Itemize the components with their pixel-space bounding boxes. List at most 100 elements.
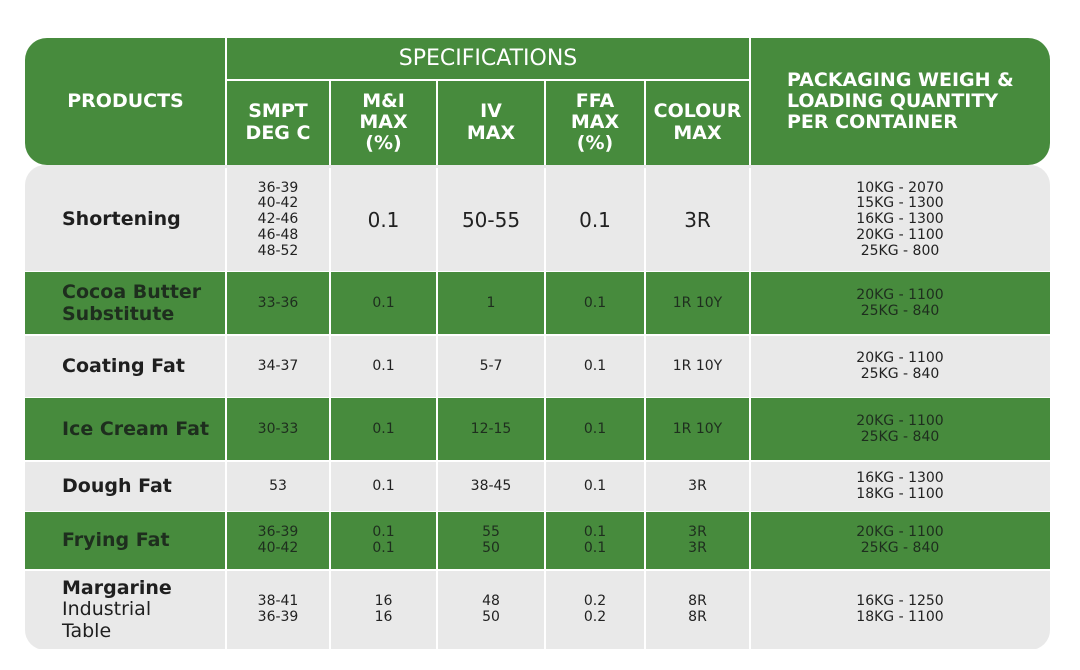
- cell-text: Frying Fat: [62, 529, 170, 552]
- column-line: [436, 272, 438, 335]
- cell-text: MAX: [359, 110, 408, 133]
- column-line: [749, 512, 751, 570]
- cell-text: 36-39: [257, 179, 299, 196]
- iv-cell: 55 50: [437, 512, 545, 570]
- ffa-cell: 0.2 0.2: [545, 570, 645, 650]
- mi-cell: 0.1: [330, 398, 437, 461]
- column-line: [436, 168, 438, 272]
- cell-text: 38-45: [470, 477, 512, 494]
- cell-text: 20KG - 1100: [856, 524, 944, 541]
- column-line: [225, 512, 227, 570]
- colour-cell: 8R 8R: [645, 570, 750, 650]
- cell-text: 25KG - 800: [860, 242, 940, 259]
- iv-cell: 50-55: [437, 168, 545, 272]
- smpt-cell: 38-41 36-39: [226, 570, 330, 650]
- column-line: [749, 461, 751, 512]
- cell-text: 0.1: [583, 524, 607, 541]
- cell-text: SPECIFICATIONS: [398, 45, 578, 71]
- header-line: [544, 80, 546, 165]
- product-cell: Coating Fat: [25, 335, 226, 398]
- column-line: [329, 461, 331, 512]
- products-header: PRODUCTS: [25, 38, 226, 165]
- cell-text: 16KG - 1250: [856, 593, 944, 610]
- cell-text: 0.1: [583, 294, 607, 311]
- cell-text: 48-52: [257, 242, 299, 259]
- column-line: [544, 570, 546, 650]
- mi-cell: 0.1 0.1: [330, 512, 437, 570]
- cell-text: COLOUR: [653, 100, 742, 123]
- column-line: [644, 272, 646, 335]
- cell-text: SMPT: [248, 100, 308, 123]
- cell-text: 0.1: [372, 357, 395, 374]
- column-line: [544, 168, 546, 272]
- product-cell: Frying Fat: [25, 512, 226, 570]
- colour-cell: 3R 3R: [645, 512, 750, 570]
- cell-text: 25KG - 840: [860, 540, 940, 556]
- cell-text: 40-42: [257, 540, 299, 556]
- cell-text: 16KG - 1300: [856, 469, 944, 486]
- cell-text: 16: [374, 609, 393, 625]
- column-line: [544, 512, 546, 570]
- packaging-cell: 20KG - 1100 25KG - 840: [750, 272, 1050, 335]
- cell-text: 3R: [688, 477, 707, 494]
- cell-text: IV: [480, 100, 502, 123]
- cell-text: LOADING QUANTITY: [787, 89, 999, 112]
- cell-text: 50: [482, 609, 500, 625]
- column-line: [749, 398, 751, 461]
- cell-text: 1R 10Y: [672, 357, 723, 374]
- cell-text: 0.1: [583, 477, 607, 494]
- row-bg: [25, 512, 1050, 570]
- cell-text: 0.1: [372, 420, 395, 437]
- cell-text: 55: [482, 524, 500, 541]
- packaging-cell: 10KG - 2070 15KG - 1300 16KG - 1300 20KG - …: [750, 168, 1050, 272]
- iv-cell: 5-7: [437, 335, 545, 398]
- header-line: [225, 38, 227, 165]
- column-line: [749, 168, 751, 272]
- cell-text: 8R: [688, 593, 707, 610]
- product-cell: Ice Cream Fat: [25, 398, 226, 461]
- header-line: [644, 80, 646, 165]
- mi-cell: 0.1: [330, 168, 437, 272]
- smpt-cell: 30-33: [226, 398, 330, 461]
- column-line: [329, 398, 331, 461]
- column-header: COLOUR MAX: [645, 80, 750, 165]
- cell-text: 3R: [688, 540, 707, 556]
- column-line: [225, 398, 227, 461]
- cell-text: Margarine: [62, 577, 172, 600]
- cell-text: 18KG - 1100: [856, 485, 944, 502]
- cell-text: 25KG - 840: [860, 365, 940, 382]
- cell-text: 50: [482, 540, 500, 556]
- cell-text: 20KG - 1100: [856, 286, 944, 303]
- cell-text: 38-41: [257, 593, 299, 610]
- cell-text: DEG C: [245, 121, 311, 144]
- cell-text: Cocoa Butter: [62, 281, 202, 304]
- column-line: [544, 398, 546, 461]
- packaging-cell: 16KG - 1300 18KG - 1100: [750, 461, 1050, 512]
- cell-text: Substitute: [62, 302, 175, 325]
- product-cell: Margarine Industrial Table: [25, 570, 226, 650]
- packaging-header: PACKAGING WEIGH & LOADING QUANTITY PER CON…: [750, 38, 1050, 165]
- cell-text: (%): [365, 132, 402, 155]
- cell-text: Shortening: [62, 208, 181, 231]
- cell-text: M&I: [362, 89, 405, 112]
- cell-text: Ice Cream Fat: [62, 417, 210, 440]
- column-header: FFA MAX (%): [545, 80, 645, 165]
- cell-text: PACKAGING WEIGH &: [787, 68, 1014, 91]
- cell-text: Industrial: [62, 598, 152, 621]
- row-bg: [25, 272, 1050, 335]
- ffa-cell: 0.1: [545, 335, 645, 398]
- column-line: [644, 335, 646, 398]
- packaging-cell: 16KG - 1250 18KG - 1100: [750, 570, 1050, 650]
- cell-text: 30-33: [257, 420, 299, 437]
- smpt-cell: 34-37: [226, 335, 330, 398]
- iv-cell: 12-15: [437, 398, 545, 461]
- ffa-cell: 0.1: [545, 168, 645, 272]
- column-line: [436, 335, 438, 398]
- cell-text: 48: [482, 593, 500, 610]
- column-line: [329, 168, 331, 272]
- cell-text: FFA: [575, 89, 615, 112]
- cell-text: 0.1: [372, 294, 395, 311]
- product-cell: Dough Fat: [25, 461, 226, 512]
- column-line: [749, 272, 751, 335]
- colour-cell: 3R: [645, 168, 750, 272]
